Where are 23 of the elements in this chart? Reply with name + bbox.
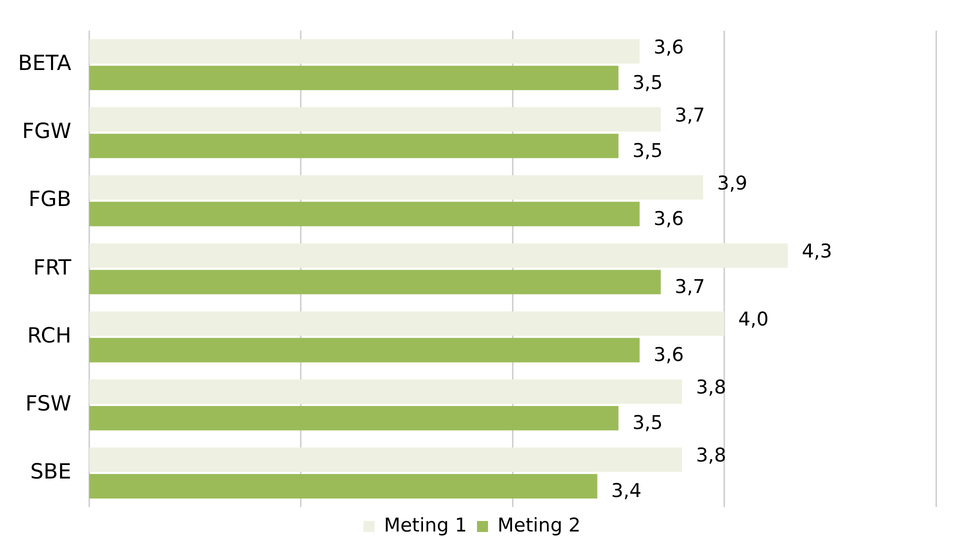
legend-label: Meting 1 <box>384 514 468 536</box>
data-label: 3,8 <box>696 376 726 399</box>
y-tick-label: FRT <box>33 255 72 280</box>
data-label: 3,5 <box>632 140 663 162</box>
data-label: 3,6 <box>654 344 684 366</box>
y-tick-label: FSW <box>25 391 72 416</box>
y-tick-label: RCH <box>27 323 72 348</box>
data-label: 3,6 <box>654 36 684 58</box>
data-label: 3,5 <box>632 72 663 94</box>
data-label: 3,8 <box>696 444 726 467</box>
data-label: 3,6 <box>654 208 684 230</box>
legend-label: Meting 2 <box>498 514 581 536</box>
y-tick-label: FGW <box>22 119 72 144</box>
data-label: 3,4 <box>611 480 642 502</box>
data-label: 4,0 <box>738 308 769 331</box>
data-label: 3,7 <box>674 104 706 126</box>
data-label: 3,5 <box>632 412 663 434</box>
data-label: 3,9 <box>717 172 748 194</box>
y-tick-label: SBE <box>30 459 72 484</box>
data-label: 3,7 <box>674 276 706 298</box>
y-tick-label: FGB <box>28 187 72 212</box>
y-tick-label: BETA <box>18 51 72 76</box>
data-label: 4,3 <box>802 240 832 262</box>
